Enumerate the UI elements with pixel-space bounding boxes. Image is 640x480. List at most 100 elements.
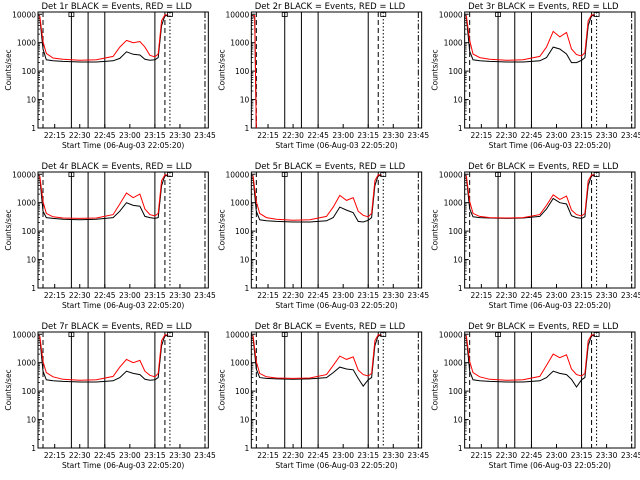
y-tick-label: 10000: [225, 10, 249, 19]
x-tick-label: 22:30: [496, 451, 518, 460]
plot-frame: [37, 11, 209, 129]
x-tick-label: 23:15: [571, 131, 593, 140]
state-marker: [593, 12, 600, 17]
state-marker: [167, 12, 173, 17]
y-tick-label: 1: [31, 444, 36, 453]
y-axis-title: Counts/sec: [431, 369, 440, 410]
det-9r-panel: Det 9r BLACK = Events, RED = LLD 1 10 100 10…: [431, 322, 640, 470]
y-tick-label: 10000: [439, 170, 463, 179]
state-marker: [68, 332, 75, 337]
y-tick-label: 1: [31, 124, 36, 133]
y-tick-label: 10: [26, 96, 36, 105]
x-tick-label: 23:30: [382, 451, 404, 460]
series-line-events: [252, 175, 382, 223]
x-tick-label: 23:45: [621, 131, 640, 140]
x-axis-title: Start Time (06-Aug-03 22:05:20): [275, 461, 397, 470]
state-marker: [167, 172, 173, 177]
x-tick-label: 23:15: [144, 451, 166, 460]
y-axis-title: Counts/sec: [431, 49, 440, 90]
x-tick-label: 23:00: [332, 291, 354, 300]
det-7r-panel: Det 7r BLACK = Events, RED = LLD 1 10 100 10…: [4, 322, 216, 470]
x-tick-label: 23:15: [144, 131, 166, 140]
y-tick-label: 10000: [12, 330, 36, 339]
y-tick-label: 1000: [230, 359, 249, 368]
x-tick-label: 22:15: [471, 131, 493, 140]
y-tick-label: 1: [245, 124, 250, 133]
y-axis-title: Counts/sec: [431, 209, 440, 250]
x-tick-label: 23:15: [357, 451, 379, 460]
x-tick-label: 23:45: [408, 451, 430, 460]
y-tick-label: 100: [22, 67, 37, 76]
series-line-lld: [252, 174, 382, 221]
y-tick-label: 100: [235, 227, 250, 236]
x-tick-label: 22:15: [471, 291, 493, 300]
y-axis-title: Counts/sec: [4, 209, 13, 250]
y-tick-label: 10: [453, 96, 463, 105]
x-tick-label: 22:30: [282, 291, 304, 300]
y-tick-label: 100: [448, 227, 463, 236]
x-tick-label: 22:45: [307, 291, 329, 300]
plot-frame: [250, 331, 423, 449]
plot-frame: [464, 331, 636, 449]
x-tick-label: 23:45: [194, 131, 216, 140]
state-marker: [495, 332, 501, 337]
x-tick-label: 23:00: [546, 451, 568, 460]
x-tick-label: 22:45: [94, 291, 116, 300]
x-axis-title: Start Time (06-Aug-03 22:05:20): [62, 461, 184, 470]
y-axis-title: Counts/sec: [4, 49, 13, 90]
state-marker: [380, 172, 387, 177]
x-tick-label: 23:45: [621, 291, 640, 300]
y-tick-label: 100: [235, 67, 250, 76]
state-marker: [167, 332, 173, 337]
y-tick-label: 10000: [225, 170, 249, 179]
y-tick-label: 100: [448, 387, 463, 396]
x-tick-label: 22:45: [307, 131, 329, 140]
x-tick-label: 22:30: [496, 291, 518, 300]
y-tick-label: 10: [26, 416, 36, 425]
x-tick-label: 22:15: [257, 291, 279, 300]
x-axis-title: Start Time (06-Aug-03 22:05:20): [62, 301, 184, 310]
det-5r-panel: Det 5r BLACK = Events, RED = LLD 1 10 100 10…: [217, 162, 429, 310]
y-axis-title: Counts/sec: [217, 49, 226, 90]
plot-frame: [250, 171, 423, 289]
panel-title: Det 5r BLACK = Events, RED = LLD: [255, 162, 406, 172]
x-axis-title: Start Time (06-Aug-03 22:05:20): [489, 301, 611, 310]
x-tick-label: 23:30: [169, 451, 191, 460]
state-marker: [495, 12, 501, 17]
state-marker: [281, 172, 288, 177]
series-line-events: [39, 335, 169, 383]
x-axis-title: Start Time (06-Aug-03 22:05:20): [489, 461, 611, 470]
x-tick-label: 23:45: [621, 451, 640, 460]
panel-title: Det 1r BLACK = Events, RED = LLD: [41, 2, 192, 12]
x-tick-label: 23:00: [546, 131, 568, 140]
y-tick-label: 1: [458, 284, 463, 293]
state-marker: [68, 12, 75, 17]
y-axis-title: Counts/sec: [217, 369, 226, 410]
y-tick-label: 1000: [17, 199, 36, 208]
panel-title: Det 2r BLACK = Events, RED = LLD: [255, 2, 406, 12]
state-marker: [495, 172, 501, 177]
x-tick-label: 22:45: [521, 451, 543, 460]
x-tick-label: 22:45: [521, 131, 543, 140]
state-marker: [593, 332, 600, 337]
panel-title: Det 3r BLACK = Events, RED = LLD: [468, 2, 619, 12]
y-tick-label: 1000: [444, 39, 463, 48]
series-line-events: [465, 335, 595, 388]
det-6r-panel: Det 6r BLACK = Events, RED = LLD 1 10 100 10…: [431, 162, 640, 310]
y-tick-label: 1000: [17, 39, 36, 48]
x-tick-label: 23:15: [144, 291, 166, 300]
x-tick-label: 22:15: [257, 451, 279, 460]
y-tick-label: 1000: [444, 199, 463, 208]
x-tick-label: 23:45: [408, 131, 430, 140]
x-tick-label: 22:45: [94, 131, 116, 140]
x-tick-label: 23:30: [596, 451, 618, 460]
plot-frame: [37, 171, 209, 289]
x-tick-label: 22:30: [282, 131, 304, 140]
x-tick-label: 22:30: [496, 131, 518, 140]
series-line-lld: [465, 174, 595, 219]
x-tick-label: 22:15: [44, 131, 66, 140]
x-tick-label: 22:15: [44, 451, 66, 460]
x-tick-label: 22:15: [44, 291, 66, 300]
y-tick-label: 1: [245, 444, 250, 453]
